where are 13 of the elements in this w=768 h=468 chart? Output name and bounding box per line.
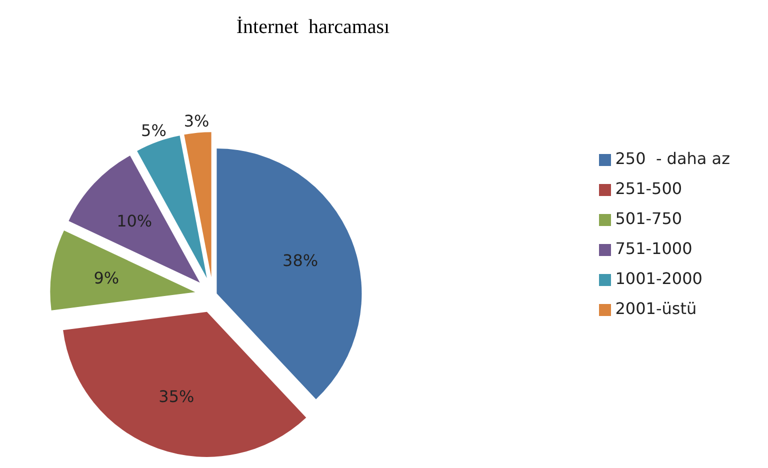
legend-label: 250 - daha az xyxy=(615,149,730,168)
data-label: 35% xyxy=(158,387,194,406)
chart-title: İnternet harcaması xyxy=(235,16,391,39)
legend-label: 2001-üstü xyxy=(615,299,697,318)
data-label: 38% xyxy=(282,250,318,270)
legend-label: 501-750 xyxy=(615,209,682,228)
data-label: 3% xyxy=(184,111,210,130)
data-label: 5% xyxy=(141,120,166,140)
legend-label: 251-500 xyxy=(615,179,682,198)
legend-label: 751-1000 xyxy=(615,239,692,258)
data-label: 10% xyxy=(116,212,152,231)
data-label: 9% xyxy=(94,268,120,288)
legend-label: 1001-2000 xyxy=(615,269,702,288)
